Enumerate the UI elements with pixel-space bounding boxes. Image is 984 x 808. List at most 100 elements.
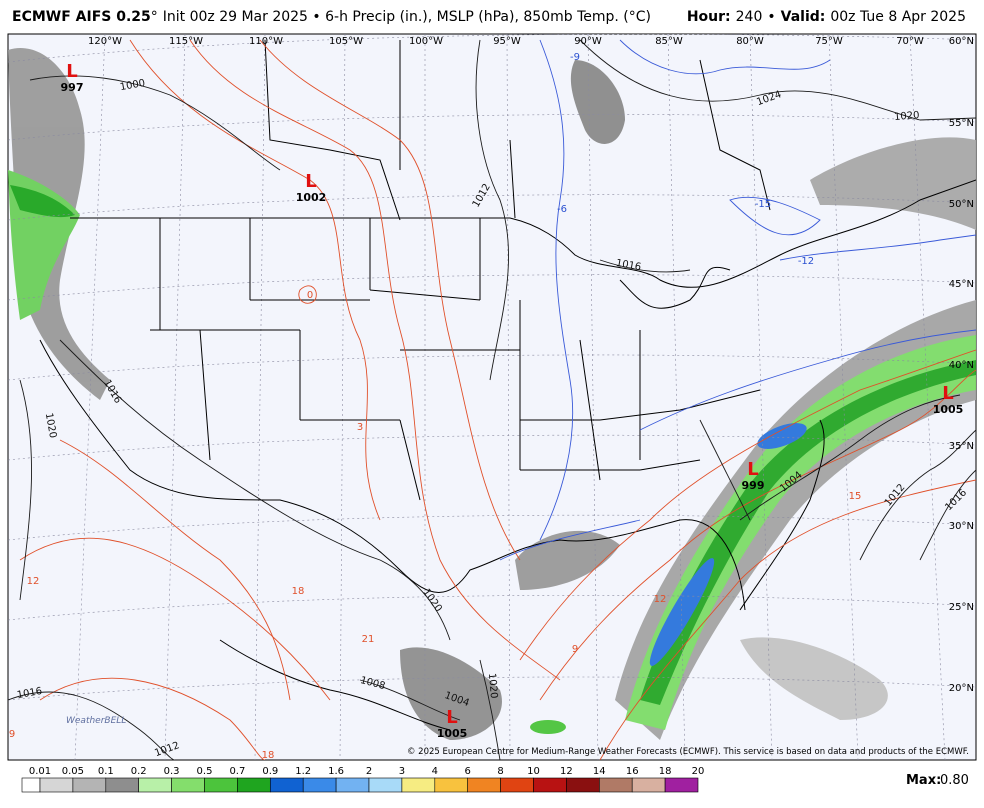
colorbar-label: 0.7 (229, 766, 245, 777)
temperature-label: 12 (27, 576, 40, 587)
header-right: Hour: 240 • Valid: 00z Tue 8 Apr 2025 (687, 9, 966, 25)
latitude-label: 40°N (949, 360, 974, 371)
colorbar-swatch (39, 777, 74, 793)
colorbar-label: 1.6 (328, 766, 344, 777)
map-layers (8, 34, 976, 760)
colorbar-label: 6 (465, 766, 471, 777)
colorbar: 0.01 0.05 0.1 0.2 0.3 0.5 0.7 0.9 1.2 1.6 2 3 4 6 8 10 1… (21, 766, 704, 793)
political-borders (39, 39, 976, 731)
colorbar-label: 14 (593, 766, 606, 777)
cold-contours (499, 39, 976, 561)
low-symbol: L (446, 707, 457, 728)
low-symbol: L (942, 383, 953, 404)
colorbar-swatch (138, 777, 172, 793)
temperature-label: 18 (262, 750, 275, 761)
low-symbol: L (66, 61, 77, 82)
colorbar-swatch (434, 777, 468, 793)
hour-value: 240 (735, 9, 763, 25)
colorbar-label: 0.01 (29, 766, 51, 777)
temperature-label: 9 (572, 644, 578, 655)
colorbar-swatch (368, 777, 403, 793)
colorbar-swatch (533, 777, 567, 793)
map-labels: 120°W 115°W 110°W 105°W 100°W 95°W 90°W 85°W 80°… (9, 36, 974, 761)
colorbar-label: 2 (366, 766, 372, 777)
colorbar-swatch (171, 777, 205, 793)
longitude-label: 70°W (896, 36, 924, 47)
temperature-label: 15 (849, 491, 862, 502)
colorbar-swatch (500, 777, 534, 793)
colorbar-swatch (204, 777, 238, 793)
low-symbol: L (747, 459, 758, 480)
latitude-label: 35°N (949, 441, 974, 452)
colorbar-label: 16 (626, 766, 639, 777)
colorbar-label: 8 (497, 766, 503, 777)
longitude-label: 75°W (815, 36, 843, 47)
temperature-label: 3 (357, 422, 363, 433)
colorbar-swatch (269, 777, 304, 793)
precip-shading (8, 48, 976, 740)
hour-label: Hour: (686, 9, 731, 25)
colorbar-swatch (335, 777, 370, 793)
low-pressure: 997 (61, 81, 84, 94)
colorbar-label: 3 (399, 766, 405, 777)
longitude-label: 110°W (249, 36, 283, 47)
low-pressure: 1002 (296, 191, 327, 204)
latitude-label: 45°N (949, 279, 974, 290)
valid-value: 00z Tue 8 Apr 2025 (830, 9, 966, 25)
temperature-label: -6 (557, 204, 567, 215)
isobars (8, 39, 976, 760)
colorbar-label: 18 (659, 766, 672, 777)
temperature-label: 9 (9, 729, 15, 740)
colorbar-swatch (302, 777, 337, 793)
longitude-label: 115°W (169, 36, 203, 47)
latitude-label: 60°N (949, 36, 974, 47)
low-pressure: 1005 (437, 727, 468, 740)
header: ECMWF AIFS 0.25° Init 00z 29 Mar 2025 • … (0, 0, 984, 34)
colorbar-label: 0.9 (262, 766, 278, 777)
isobar-label: 1000 (119, 78, 146, 93)
logo: WeatherBELL (66, 716, 126, 726)
latitude-label: 50°N (949, 199, 974, 210)
temperature-label: 21 (362, 634, 375, 645)
colorbar-swatch (72, 777, 107, 793)
separator: • (767, 9, 776, 25)
colorbar-label: 0.2 (131, 766, 147, 777)
title: ECMWF AIFS 0.25° (12, 9, 158, 25)
latitude-label: 25°N (949, 602, 974, 613)
latitude-label: 20°N (949, 683, 974, 694)
colorbar-label: 0.3 (164, 766, 180, 777)
colorbar-swatch (21, 777, 41, 793)
colorbar-label: 1.2 (295, 766, 311, 777)
isobar-label: 1020 (43, 412, 58, 439)
colorbar-swatch (105, 777, 140, 793)
header-left: ECMWF AIFS 0.25° Init 00z 29 Mar 2025 • … (12, 9, 651, 25)
longitude-label: 85°W (655, 36, 683, 47)
temperature-label: 12 (654, 594, 667, 605)
colorbar-swatch (631, 777, 666, 793)
colorbar-swatch (566, 777, 600, 793)
latitude-label: 30°N (949, 521, 974, 532)
isobar-label: 1016 (615, 258, 642, 273)
title-detail: Init 00z 29 Mar 2025 • 6-h Precip (in.),… (162, 9, 651, 25)
colorbar-swatch (467, 777, 501, 793)
longitude-label: 95°W (493, 36, 521, 47)
colorbar-label: 0.5 (197, 766, 213, 777)
title-main: ECMWF AIFS 0.25 (12, 9, 151, 25)
longitude-label: 120°W (88, 36, 122, 47)
max-label: Max: (906, 773, 941, 788)
latitude-label: 55°N (949, 118, 974, 129)
colorbar-swatch (664, 777, 699, 793)
colorbar-label: 12 (560, 766, 573, 777)
temperature-label: 0 (307, 290, 313, 301)
temperature-label: -9 (570, 52, 580, 63)
isobar-label: 1020 (894, 110, 920, 123)
valid-label: Valid: (780, 9, 826, 25)
isobar-label: 1016 (16, 686, 43, 701)
longitude-label: 100°W (409, 36, 443, 47)
longitude-label: 105°W (329, 36, 363, 47)
low-symbol: L (305, 171, 316, 192)
low-pressure: 1005 (933, 403, 964, 416)
temperature-label: -12 (798, 256, 814, 267)
